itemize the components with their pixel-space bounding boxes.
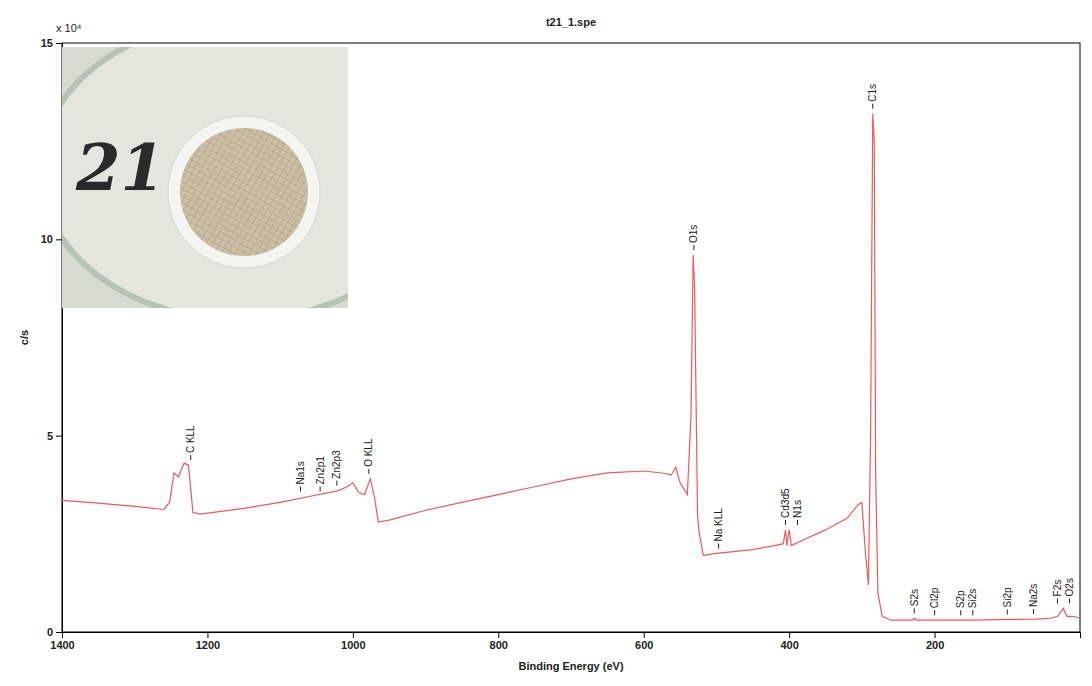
peak-label-dash	[718, 543, 719, 548]
peak-label-dash	[872, 104, 873, 109]
x-axis-title: Binding Energy (eV)	[518, 660, 623, 672]
x-tick-mark	[498, 632, 499, 638]
peak-label-dash	[1007, 609, 1008, 614]
peak-label: O1s	[688, 225, 699, 243]
x-tick-label: 600	[635, 639, 653, 651]
peak-label-dash	[1057, 598, 1058, 603]
x-tick-label: 1000	[341, 639, 365, 651]
peak-label: Si2s	[967, 589, 978, 608]
y-tick-mark	[56, 43, 62, 44]
title: t21_1.spe	[546, 16, 596, 28]
y-tick-label: 15	[41, 37, 53, 49]
peak-label-dash	[797, 520, 798, 525]
y-axis-line	[56, 44, 63, 633]
chart: 1400 1200 1000 800 600 400 200 0 5 10 15 t21_1.spe B…	[0, 0, 1092, 686]
x-tick-mark	[789, 632, 790, 638]
peak-label: S2p	[955, 590, 966, 608]
peak-label-dash	[320, 487, 321, 492]
x-axis: 1400 1200 1000 800 600 400 200	[50, 632, 1080, 651]
peak-label: N1s	[792, 500, 803, 518]
y-multiplier: x 10⁴	[56, 22, 82, 34]
peak-label-dash	[785, 520, 786, 525]
peak-label: Na2s	[1028, 584, 1039, 607]
y-tick: 0	[47, 626, 62, 638]
x-tick-mark	[353, 632, 354, 638]
x-tick-label: 400	[780, 639, 798, 651]
x-tick: 1000	[341, 632, 365, 651]
spectrum-line	[62, 114, 1080, 621]
y-tick-label: 5	[47, 430, 53, 442]
y-tick-mark	[56, 436, 62, 437]
peak-label: Cd3d5	[780, 488, 791, 518]
inset-disc-ring	[168, 116, 320, 268]
x-tick-mark	[644, 632, 645, 638]
x-tick: 1200	[196, 632, 220, 651]
peak-label-dash	[190, 455, 191, 460]
y-tick-label: 0	[47, 626, 53, 638]
peak-label-dash	[336, 481, 337, 486]
inset-photo: 21	[62, 47, 348, 308]
x-axis-line	[63, 633, 1081, 639]
y-tick: 10	[41, 233, 62, 245]
x-tick-label: 200	[926, 639, 944, 651]
y-axis-title: c/s	[18, 330, 30, 345]
y-tick: 5	[47, 430, 62, 442]
x-tick-label: 1400	[50, 639, 74, 651]
peak-label: Cl2p	[929, 587, 940, 608]
x-tick: 800	[490, 632, 508, 651]
y-axis: 0 5 10 15	[41, 37, 63, 638]
x-tick: 400	[780, 632, 798, 651]
x-tick-label: 800	[490, 639, 508, 651]
peak-label: O KLL	[363, 438, 374, 467]
peak-label-dash	[914, 608, 915, 613]
x-tick-label: 1200	[196, 639, 220, 651]
peak-label: Zn2p1	[315, 456, 326, 485]
x-tick-mark	[935, 632, 936, 638]
peak-label-dash	[368, 469, 369, 474]
peak-label-dash	[960, 610, 961, 615]
x-tick-mark	[207, 632, 208, 638]
peak-label: Zn2p3	[331, 450, 342, 479]
inset-label: 21	[75, 130, 165, 205]
plot-frame	[62, 43, 1080, 632]
peak-label: O2s	[1064, 578, 1075, 596]
inset-border	[62, 47, 348, 308]
peak-label: F2s	[1052, 580, 1063, 597]
peak-label-dash	[1033, 609, 1034, 614]
y-tick-label: 10	[41, 233, 53, 245]
peak-label-dash	[693, 245, 694, 250]
x-tick: 200	[926, 632, 944, 651]
inset-dish	[62, 47, 348, 308]
peak-label: Si2p	[1002, 587, 1013, 607]
y-tick-mark	[56, 632, 62, 633]
peak-label: C1s	[867, 84, 878, 102]
x-tick: 600	[635, 632, 653, 651]
inset-disc-mesh	[180, 128, 308, 256]
peak-label: Na KLL	[713, 508, 724, 542]
plot-area	[62, 114, 1080, 621]
x-tick: 1400	[50, 632, 74, 651]
peak-label-dash	[934, 610, 935, 615]
y-tick: 15	[41, 37, 62, 49]
peak-label: Na1s	[295, 461, 306, 484]
y-tick-mark	[56, 239, 62, 240]
peak-label: C KLL	[185, 425, 196, 453]
peak-label-dash	[972, 610, 973, 615]
peak-label-dash	[1069, 598, 1070, 603]
peak-label-dash	[300, 487, 301, 492]
peak-label: S2s	[909, 589, 920, 606]
